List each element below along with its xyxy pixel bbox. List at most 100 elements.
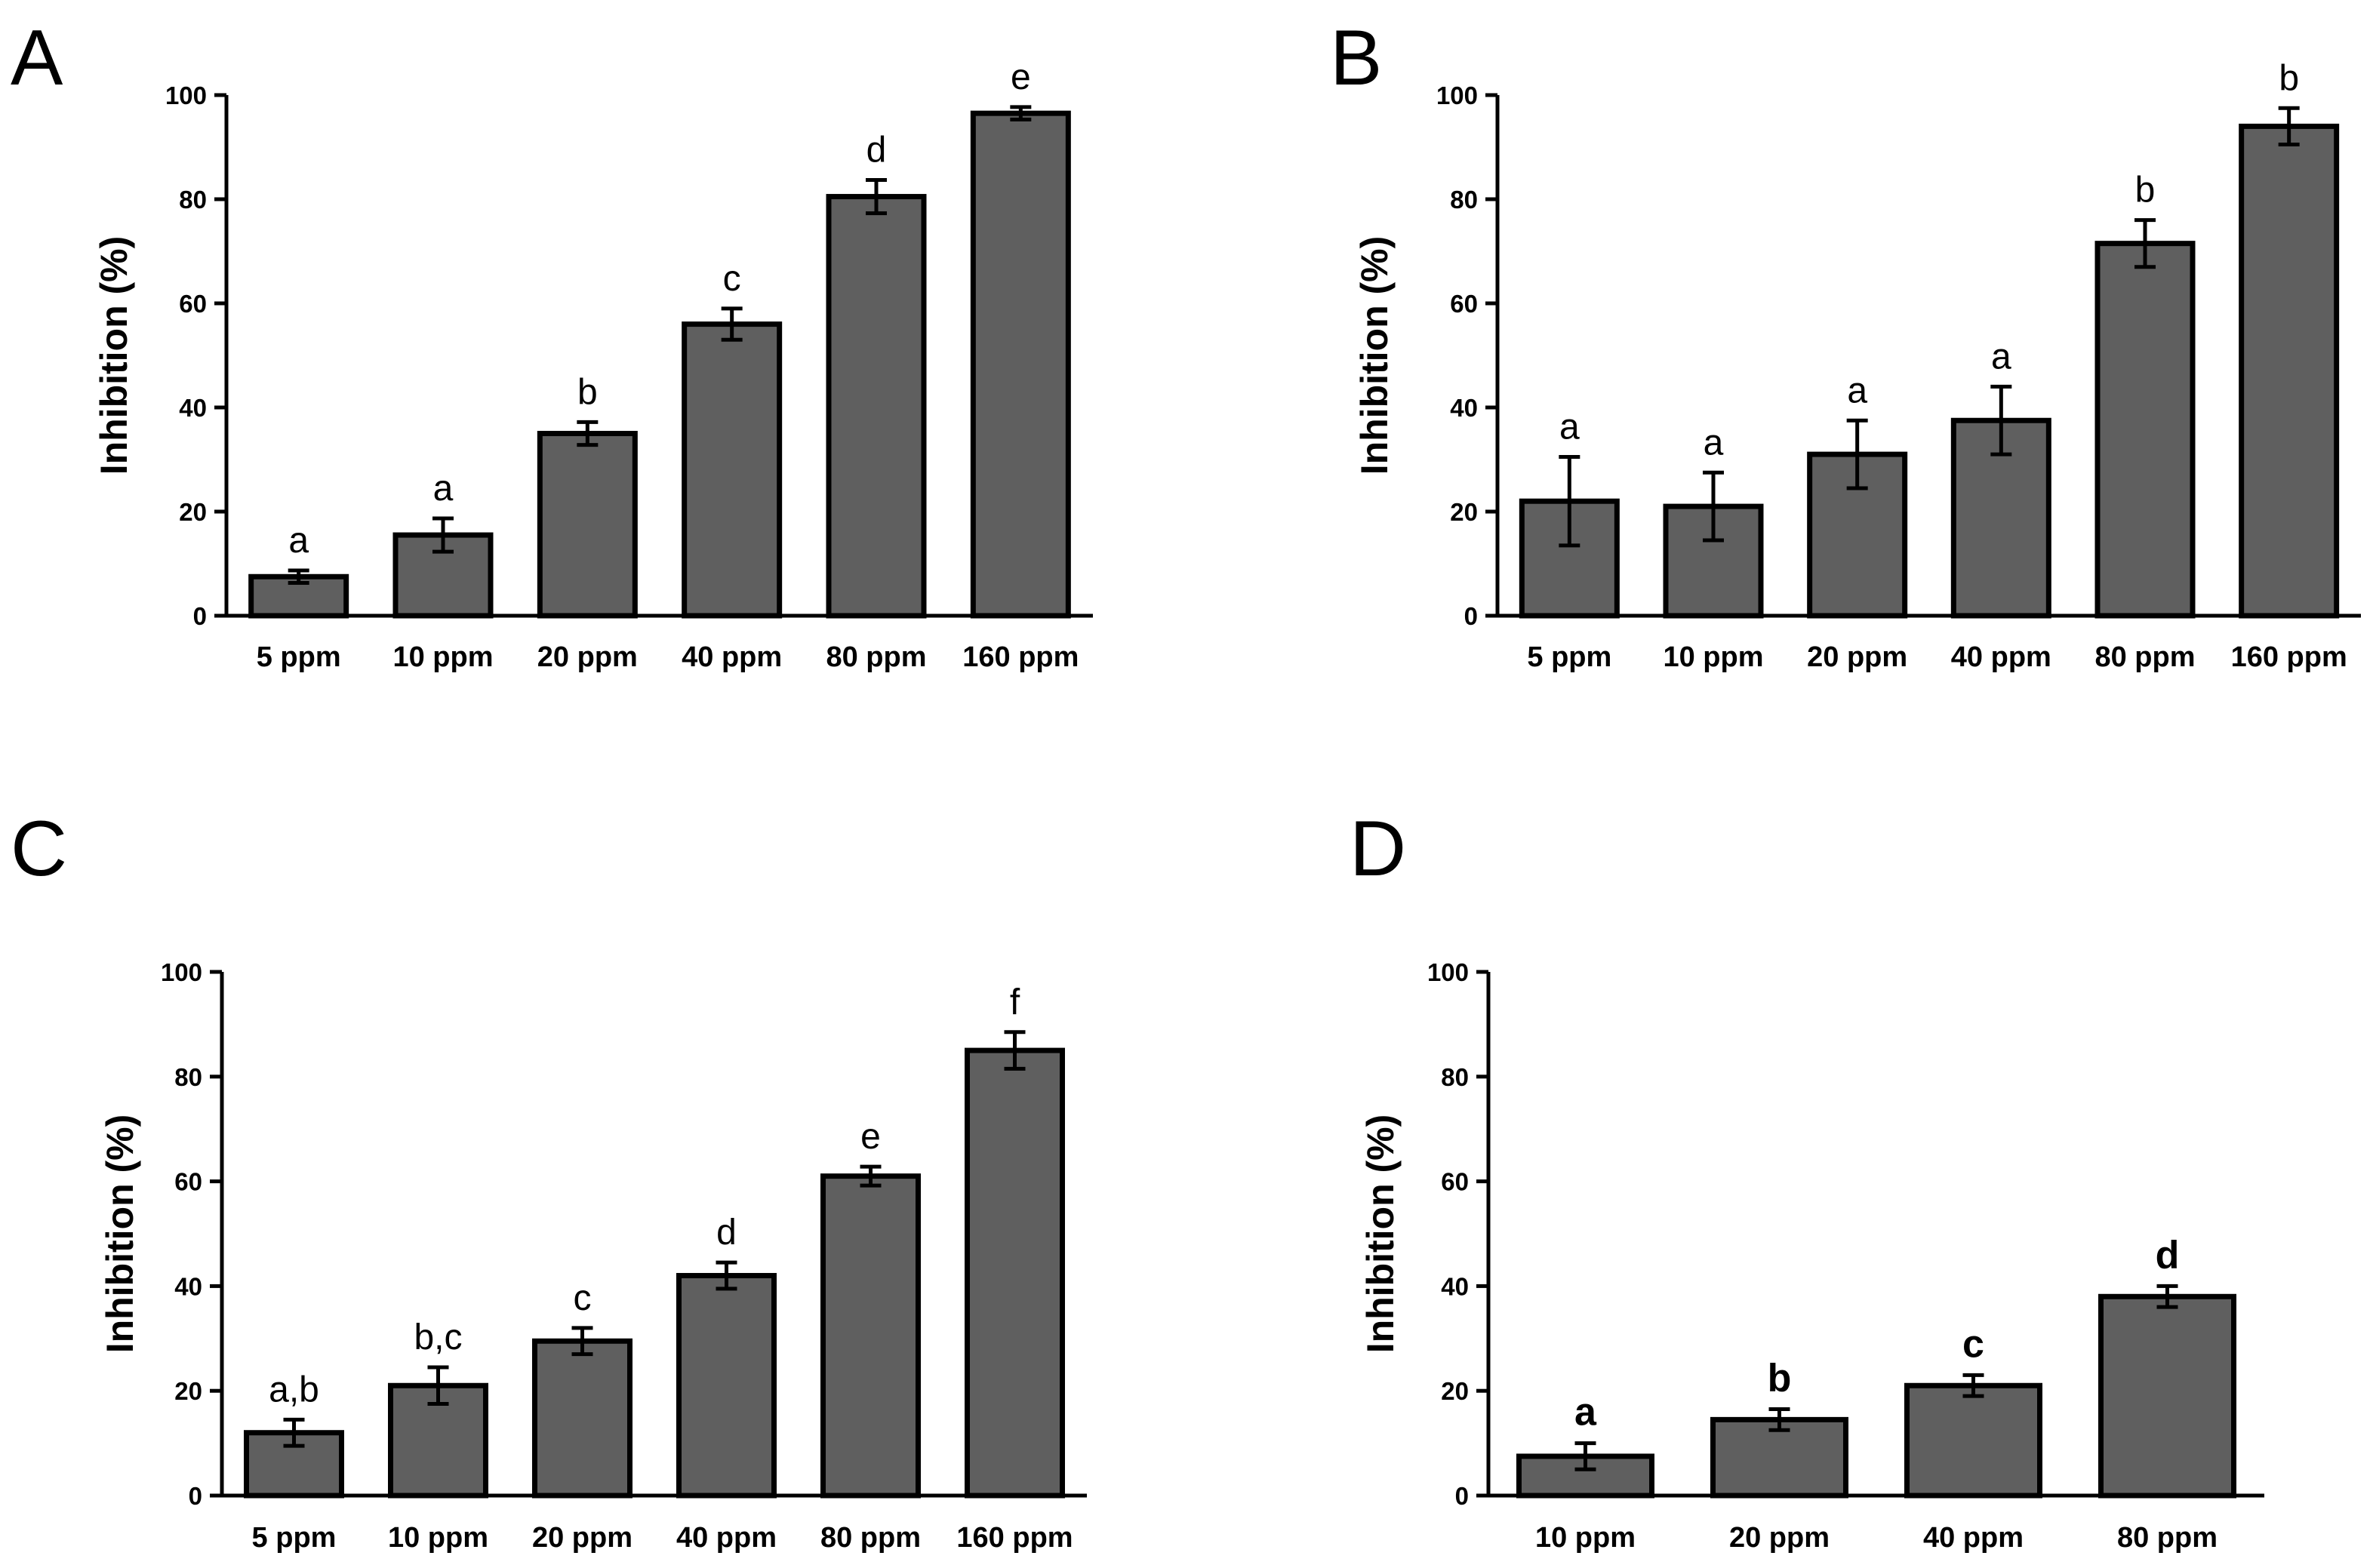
error-bar-b-1: [1559, 455, 1580, 548]
y-axis-label-d: Inhibition (%): [1359, 1115, 1402, 1354]
y-tick-label-d-80: 80: [1441, 1063, 1469, 1091]
significance-label-b-5: b: [2135, 171, 2156, 211]
bar-d-4: [2098, 1293, 2236, 1499]
category-label-a-5: 80 ppm: [826, 641, 926, 673]
significance-label-a-3: b: [577, 372, 598, 412]
significance-label-c-5: e: [860, 1117, 881, 1157]
category-label-b-2: 10 ppm: [1663, 641, 1763, 673]
category-label-a-3: 20 ppm: [537, 641, 638, 673]
significance-label-d-2: b: [1768, 1356, 1792, 1400]
category-label-c-4: 40 ppm: [676, 1522, 777, 1554]
significance-label-c-4: d: [716, 1213, 737, 1253]
error-bar-b-3: [1846, 418, 1868, 490]
category-label-a-1: 5 ppm: [257, 641, 341, 673]
error-bar-a-6: [1010, 105, 1032, 121]
y-tick-label-b-60: 60: [1450, 290, 1478, 318]
error-bar-a-2: [432, 516, 454, 554]
y-tick-label-c-20: 20: [174, 1377, 202, 1405]
y-tick-label-a-60: 60: [179, 290, 207, 318]
panel-letter-b: B: [1330, 14, 1382, 102]
y-axis-label-b: Inhibition (%): [1353, 236, 1396, 475]
y-tick-label-a-100: 100: [165, 81, 207, 109]
y-tick-label-a-80: 80: [179, 186, 207, 214]
significance-label-a-4: c: [723, 259, 741, 299]
error-bar-a-1: [288, 568, 309, 586]
significance-label-a-1: a: [288, 521, 309, 561]
error-bar-c-4: [716, 1260, 737, 1291]
category-label-c-6: 160 ppm: [956, 1522, 1073, 1554]
y-tick-label-c-60: 60: [174, 1168, 202, 1196]
category-label-c-3: 20 ppm: [532, 1522, 632, 1554]
category-label-b-1: 5 ppm: [1527, 641, 1611, 673]
error-bar-c-5: [860, 1164, 882, 1188]
y-tick-label-d-20: 20: [1441, 1377, 1469, 1405]
y-tick-label-c-40: 40: [174, 1272, 202, 1300]
bar-c-3: [532, 1338, 632, 1499]
y-tick-label-c-0: 0: [189, 1482, 202, 1510]
category-label-c-2: 10 ppm: [388, 1522, 488, 1554]
significance-label-b-4: a: [1991, 337, 2011, 377]
panel-c: C 0 20 40 60 80 100 Inhibition (%) a,b 5 ppm b,c 10…: [11, 805, 1087, 1554]
significance-label-a-2: a: [433, 469, 454, 509]
bar-c-4: [676, 1273, 777, 1499]
category-label-d-3: 40 ppm: [1923, 1522, 2024, 1554]
category-label-b-5: 80 ppm: [2094, 641, 2195, 673]
error-bar-a-4: [721, 306, 743, 342]
bar-a-3: [537, 431, 638, 619]
category-label-d-2: 20 ppm: [1729, 1522, 1830, 1554]
bar-a-5: [826, 194, 927, 619]
category-label-b-6: 160 ppm: [2231, 641, 2347, 673]
category-label-a-2: 10 ppm: [392, 641, 493, 673]
panel-letter-a: A: [11, 14, 63, 102]
error-bar-b-6: [2278, 106, 2300, 147]
panel-d: D 0 20 40 60 80 100 Inhibition (%) a 10 ppm b 20 pp…: [1350, 805, 2264, 1554]
y-tick-label-d-40: 40: [1441, 1272, 1469, 1300]
y-tick-label-b-0: 0: [1464, 602, 1478, 630]
y-axis-label-a: Inhibition (%): [93, 236, 135, 475]
category-label-c-5: 80 ppm: [820, 1522, 921, 1554]
error-bar-b-5: [2134, 218, 2156, 269]
error-bar-d-2: [1768, 1407, 1790, 1432]
y-tick-label-d-100: 100: [1427, 958, 1469, 986]
significance-label-c-2: b,c: [414, 1317, 462, 1357]
error-bar-c-3: [571, 1326, 593, 1357]
significance-label-d-4: d: [2156, 1233, 2180, 1277]
error-bar-d-1: [1574, 1441, 1596, 1471]
significance-label-a-5: d: [866, 130, 887, 170]
significance-label-d-3: c: [1962, 1322, 1984, 1366]
error-bar-d-4: [2156, 1284, 2178, 1309]
error-bar-d-3: [1962, 1373, 1984, 1398]
significance-label-d-1: a: [1574, 1391, 1597, 1434]
error-bar-a-5: [866, 177, 887, 216]
y-tick-label-c-80: 80: [174, 1063, 202, 1091]
error-bar-b-2: [1703, 470, 1724, 543]
bar-b-4: [1950, 417, 2051, 619]
error-bar-c-1: [283, 1417, 305, 1448]
bar-a-4: [682, 321, 783, 619]
category-label-d-4: 80 ppm: [2117, 1522, 2218, 1554]
category-label-b-3: 20 ppm: [1807, 641, 1907, 673]
bar-d-2: [1710, 1416, 1848, 1499]
category-label-a-6: 160 ppm: [962, 641, 1079, 673]
panel-b: B 0 20 40 60 80 100 Inhibition (%) a 5 ppm a 10 ppm…: [1330, 14, 2361, 673]
bar-d-3: [1904, 1382, 2042, 1499]
panel-a: A 0 20 40 60 80 100 Inhibition (%) a 5 ppm a 10 ppm…: [11, 14, 1093, 673]
significance-label-c-1: a,b: [269, 1370, 319, 1410]
y-tick-label-a-40: 40: [179, 394, 207, 422]
error-bar-b-4: [1990, 384, 2012, 457]
panel-letter-c: C: [11, 805, 67, 893]
category-label-c-1: 5 ppm: [252, 1522, 337, 1554]
y-tick-label-b-20: 20: [1450, 498, 1478, 526]
category-label-a-4: 40 ppm: [682, 641, 782, 673]
significance-label-c-3: c: [574, 1278, 592, 1318]
bar-a-6: [970, 110, 1071, 619]
significance-label-b-3: a: [1847, 370, 1867, 410]
panel-letter-d: D: [1350, 805, 1406, 893]
significance-label-a-6: e: [1011, 57, 1031, 97]
bar-c-5: [820, 1173, 921, 1499]
y-tick-label-d-60: 60: [1441, 1168, 1469, 1196]
error-bar-a-3: [577, 420, 599, 447]
category-label-d-1: 10 ppm: [1535, 1522, 1636, 1554]
y-tick-label-b-100: 100: [1436, 81, 1478, 109]
